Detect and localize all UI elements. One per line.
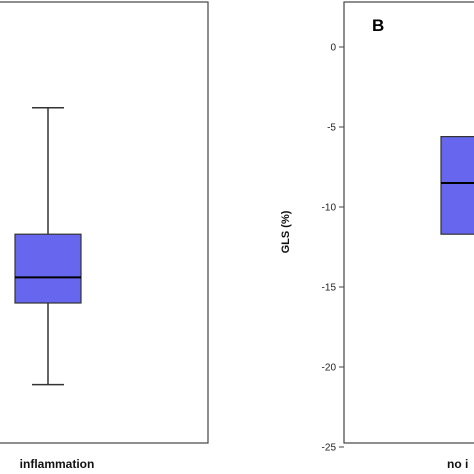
box-iqr-inflammation (14, 233, 82, 304)
y-tick-label: -10 (322, 203, 337, 214)
category-label-no-i: no i (447, 457, 468, 471)
boxes-b (440, 136, 474, 235)
y-tick-label: -25 (322, 443, 337, 454)
plot-frame-a (0, 1, 209, 444)
plot-frame-b (343, 1, 474, 444)
category-label-inflammation: inflammation (20, 457, 95, 471)
y-axis-b: 0 -5 -10 -15 -20 -25 (322, 43, 344, 454)
y-axis-title-b: GLS (%) (280, 210, 292, 253)
y-tick-label: -5 (327, 123, 336, 134)
y-tick-label: 0 (330, 43, 336, 54)
boxes-a (14, 107, 82, 386)
panel-label-b: B (372, 16, 384, 35)
y-tick-label: -20 (322, 363, 337, 374)
box-iqr-no-i (440, 136, 474, 235)
panel-b: B 0 -5 -10 -15 -20 -25 GLS (%) no i (280, 1, 474, 471)
y-tick-label: -15 (322, 283, 337, 294)
panel-a: inflammation (0, 1, 209, 471)
